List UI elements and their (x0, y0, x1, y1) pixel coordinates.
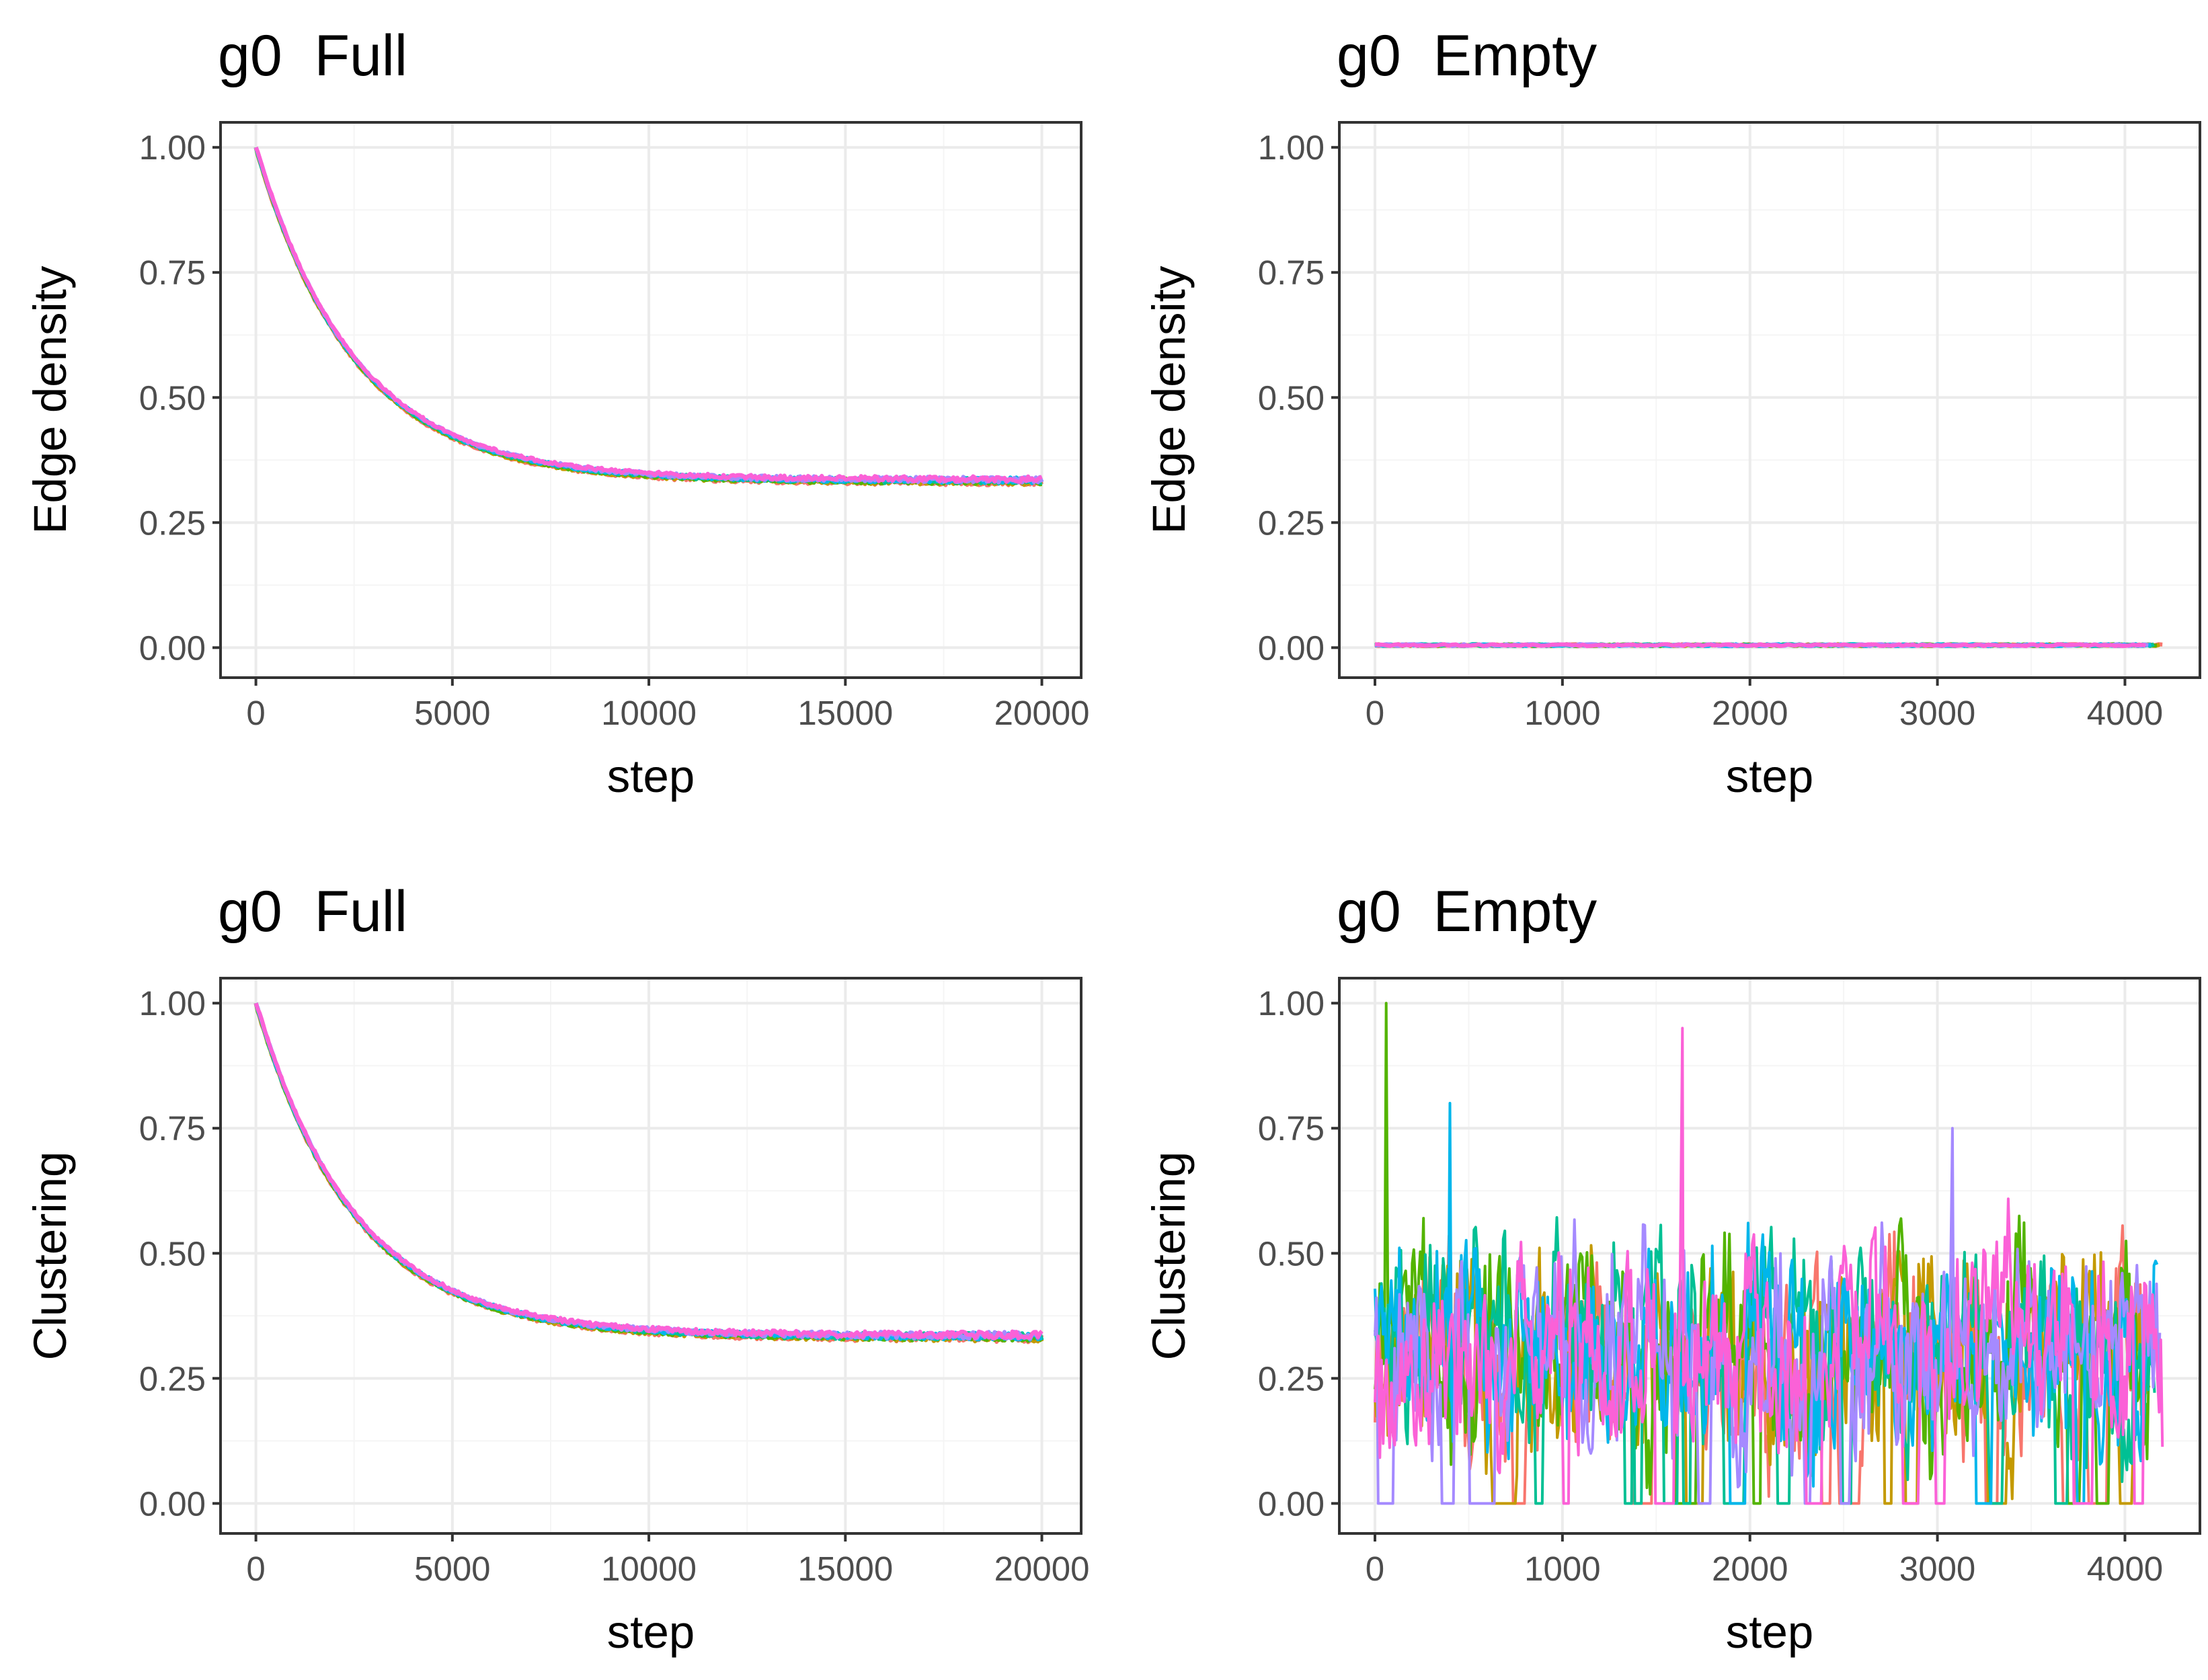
x-tick-label: 3000 (1899, 694, 1975, 732)
series-line-4 (1374, 1216, 2156, 1505)
x-axis-title: step (1726, 750, 1813, 802)
x-tick-label: 3000 (1899, 1550, 1975, 1588)
x-tick-label: 0 (1366, 694, 1384, 732)
y-axis-title: Edge density (1143, 266, 1195, 534)
y-tick-label: 0.50 (1258, 1234, 1325, 1273)
x-axis-title: step (1726, 1606, 1813, 1658)
series-line-7 (1374, 642, 2146, 649)
x-tick-label: 1000 (1524, 1550, 1600, 1588)
y-tick-label: 0.50 (1258, 378, 1325, 417)
plot-background (221, 122, 1081, 678)
y-tick-label: 0.75 (139, 253, 206, 292)
y-tick-label: 0.75 (1258, 253, 1325, 292)
grid-lines (221, 122, 1081, 678)
series-group (1374, 1002, 2164, 1505)
plot-background (221, 978, 1081, 1533)
panel-border (219, 977, 1082, 1535)
chart-panel-2: 0.00 0.25 0.50 0.75 1.00 0 1000 2000 3000 4000 ste… (1143, 24, 2201, 802)
y-tick-label: 0.00 (139, 1484, 206, 1523)
series-group (1374, 642, 2163, 649)
x-tick-label: 0 (1366, 1550, 1384, 1588)
y-tick-label: 0.25 (1258, 504, 1325, 542)
panel-border (1338, 121, 2201, 679)
y-tick-label: 0.00 (1258, 629, 1325, 667)
y-tick-label: 1.00 (139, 128, 206, 167)
x-axis-title: step (607, 750, 695, 802)
series-group (253, 147, 1044, 487)
x-tick-label: 1000 (1524, 694, 1600, 732)
y-tick-label: 0.25 (1258, 1359, 1325, 1398)
panel-border (219, 121, 1082, 679)
x-tick-label: 5000 (414, 1550, 490, 1588)
x-tick-label: 5000 (414, 694, 490, 732)
series-line-6 (1374, 1127, 2162, 1505)
series-line-7 (253, 147, 1043, 484)
y-tick-label: 1.00 (1258, 984, 1325, 1023)
chart-title: g0 Empty (1337, 24, 1597, 88)
y-tick-label: 0.00 (139, 629, 206, 667)
y-tick-label: 0.25 (139, 504, 206, 542)
y-axis-title: Clustering (1143, 1152, 1195, 1361)
x-tick-label: 2000 (1712, 694, 1788, 732)
chart-panel-4: 0.00 0.25 0.50 0.75 1.00 0 1000 2000 3000 4000 ste… (1143, 879, 2201, 1658)
x-tick-label: 20000 (994, 1550, 1090, 1588)
chart-title: g0 Full (218, 879, 407, 944)
chart-title: g0 Full (218, 24, 407, 88)
x-tick-label: 0 (246, 1550, 265, 1588)
x-tick-label: 10000 (601, 1550, 697, 1588)
x-axis-title: step (607, 1606, 695, 1658)
x-tick-label: 0 (246, 694, 265, 732)
panel-border (1338, 977, 2201, 1535)
y-tick-label: 1.00 (139, 984, 206, 1023)
y-tick-label: 0.50 (139, 378, 206, 417)
series-line-7 (1374, 1027, 2164, 1505)
y-axis-title: Edge density (24, 266, 76, 534)
chart-panel-1: 0.00 0.25 0.50 0.75 1.00 0 5000 10000 15000 20000… (24, 24, 1089, 802)
y-tick-label: 0.00 (1258, 1484, 1325, 1523)
x-tick-label: 4000 (2087, 1550, 2163, 1588)
x-tick-label: 2000 (1712, 1550, 1788, 1588)
x-tick-label: 10000 (601, 694, 697, 732)
x-tick-label: 20000 (994, 694, 1090, 732)
x-tick-label: 15000 (797, 1550, 893, 1588)
y-tick-label: 1.00 (1258, 128, 1325, 167)
y-tick-label: 0.50 (139, 1234, 206, 1273)
x-tick-label: 15000 (797, 694, 893, 732)
y-tick-label: 0.25 (139, 1359, 206, 1398)
y-tick-label: 0.75 (1258, 1109, 1325, 1148)
y-tick-label: 0.75 (139, 1109, 206, 1148)
chart-title: g0 Empty (1337, 879, 1597, 944)
series-group (253, 1002, 1044, 1345)
x-tick-label: 4000 (2087, 694, 2163, 732)
grid-lines (221, 978, 1081, 1533)
y-axis-title: Clustering (24, 1152, 76, 1361)
chart-panel-3: 0.00 0.25 0.50 0.75 1.00 0 5000 10000 15000 20000… (24, 879, 1089, 1658)
series-line-7 (253, 1002, 1043, 1341)
